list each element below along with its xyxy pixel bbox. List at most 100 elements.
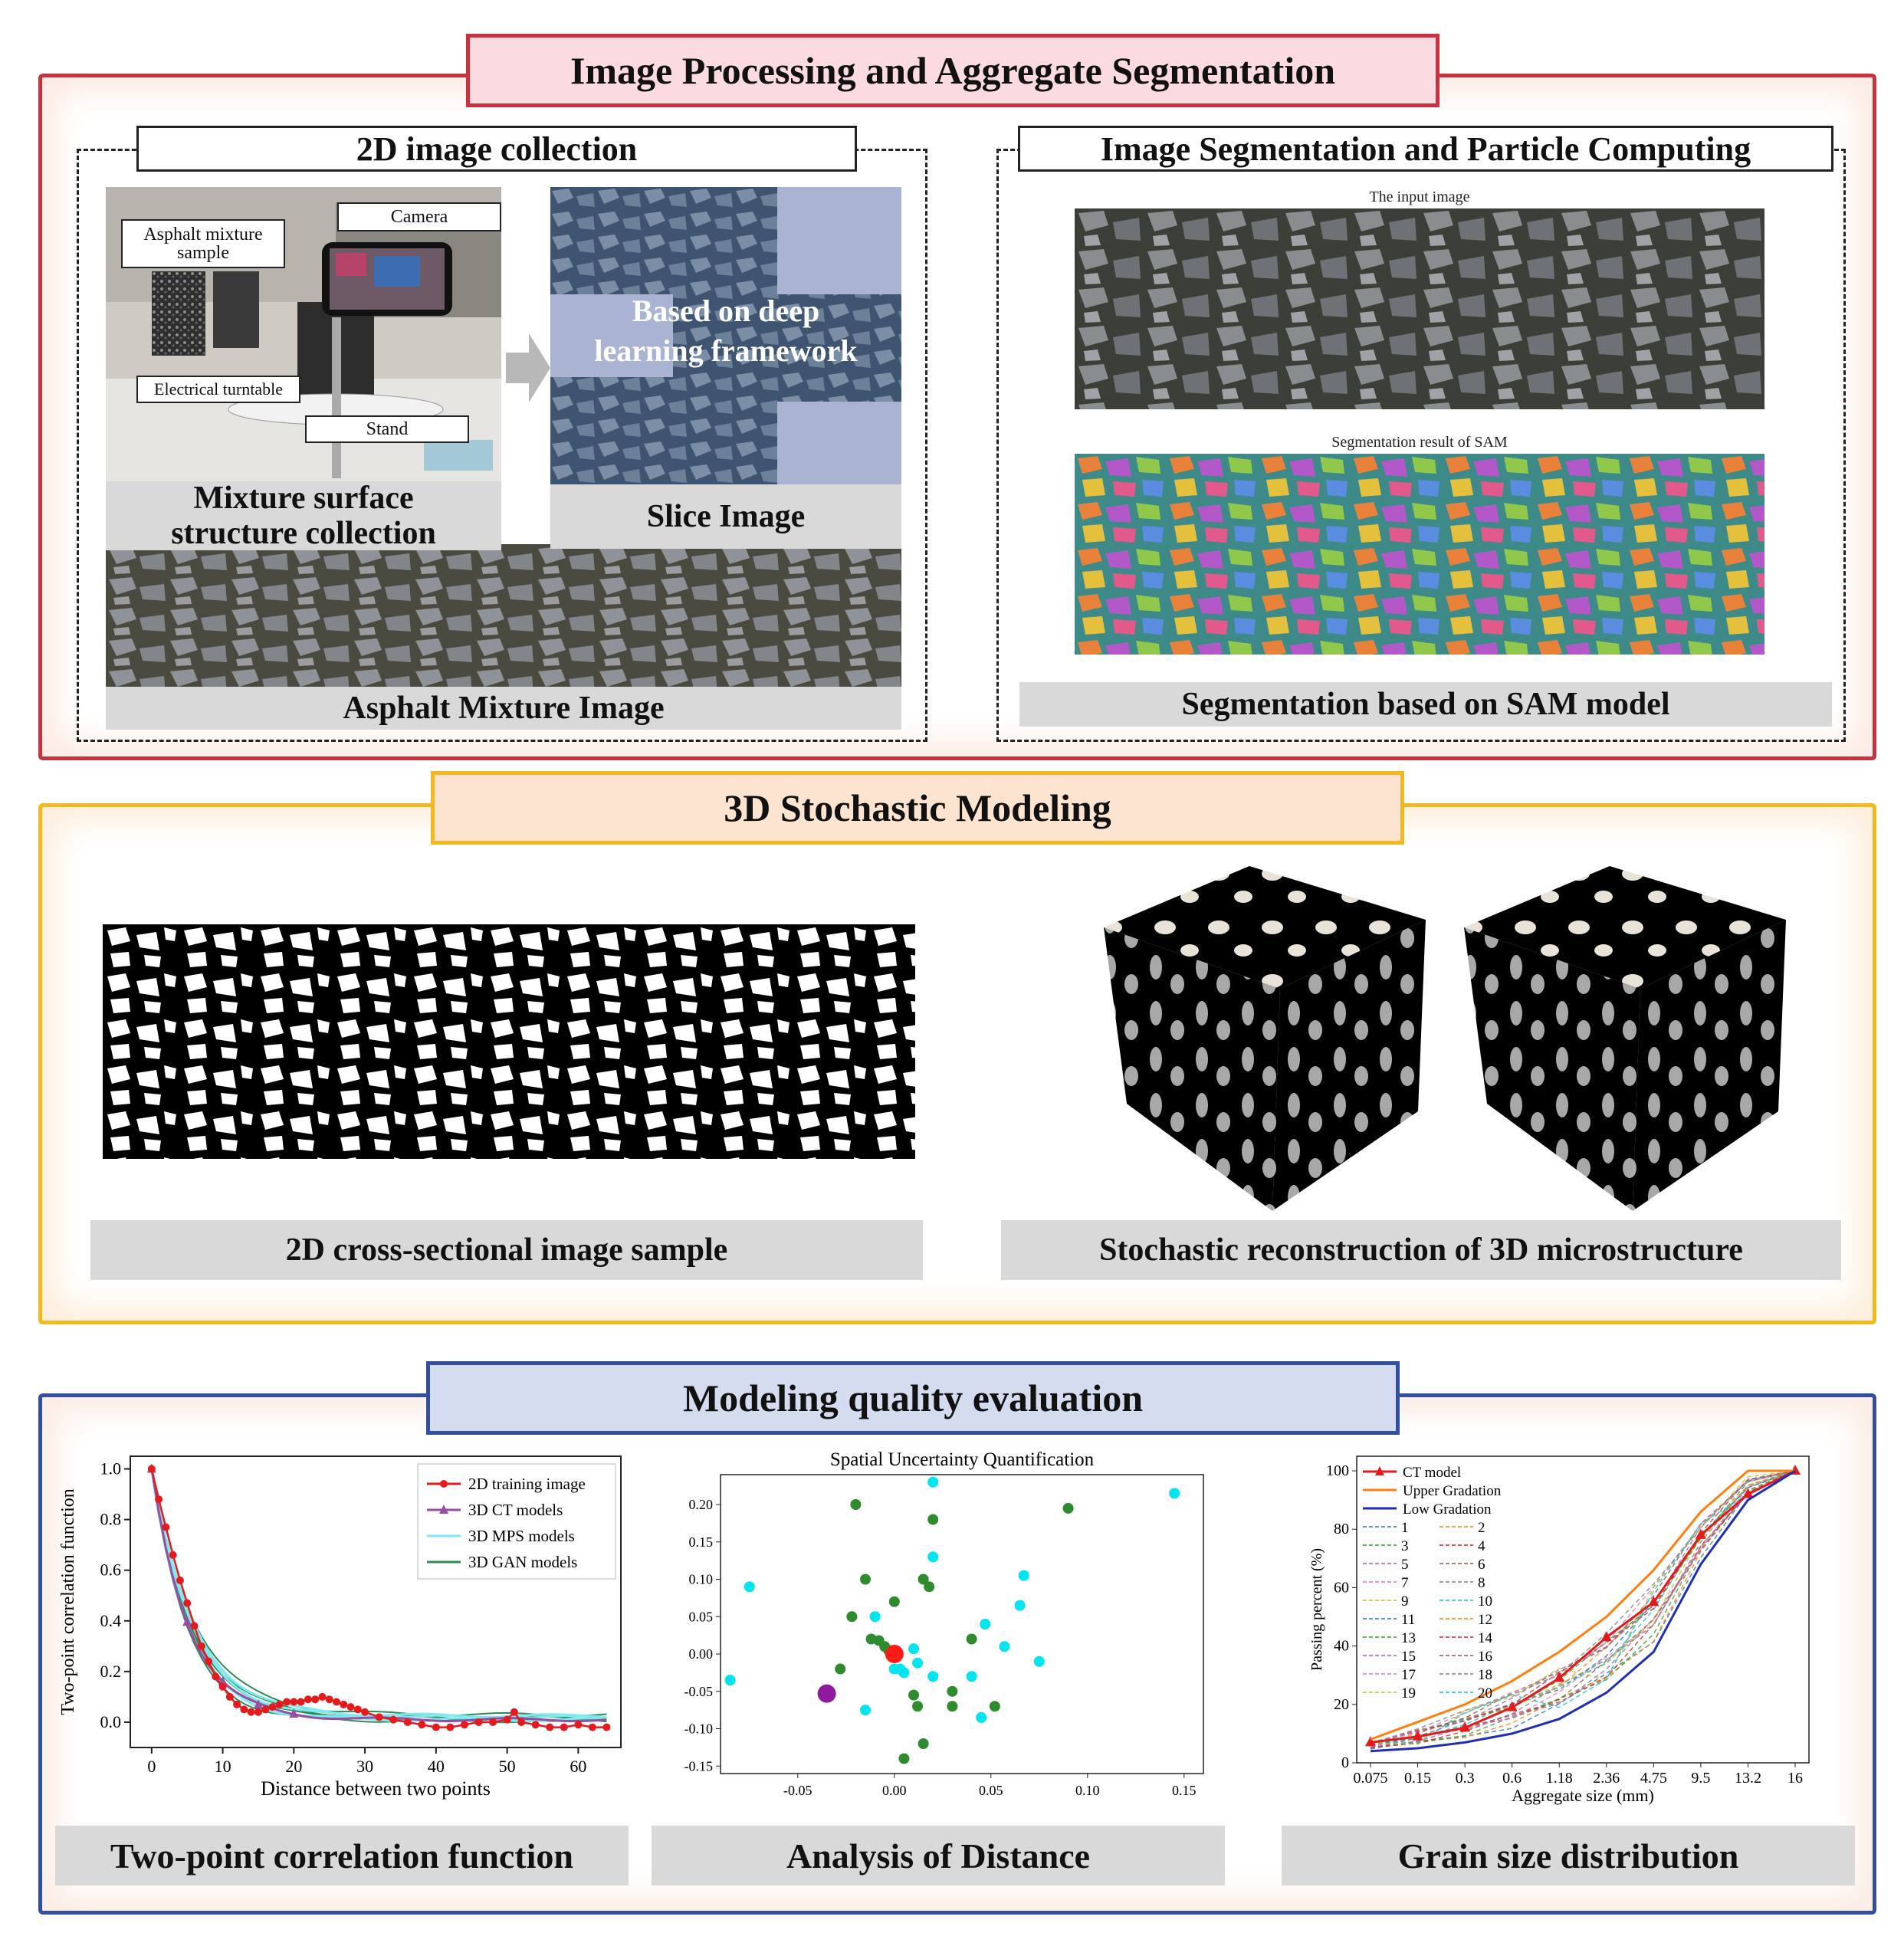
scatter-point xyxy=(927,1551,939,1563)
x-tick-label: 4.75 xyxy=(1640,1770,1667,1787)
legend-label: 2D training image xyxy=(468,1475,586,1493)
legend-label: 15 xyxy=(1401,1649,1416,1665)
y-tick-label: 100 xyxy=(1326,1462,1349,1479)
scatter-point xyxy=(947,1685,958,1697)
ct-model-marker xyxy=(1459,1721,1471,1732)
caption-mixture-surface: Mixture surface structure collection xyxy=(106,481,501,551)
legend-label: 3 xyxy=(1401,1538,1409,1554)
caption-slice-image: Slice Image xyxy=(550,484,901,549)
legend-label: 20 xyxy=(1478,1685,1492,1702)
legend-label: 14 xyxy=(1478,1630,1493,1646)
x-tick-label: 10 xyxy=(215,1757,231,1776)
x-tick-label: 0.05 xyxy=(979,1783,1003,1798)
scatter-point xyxy=(927,1514,939,1525)
training-image-point xyxy=(489,1718,497,1726)
plot-frame xyxy=(720,1474,1204,1774)
scatter-point xyxy=(918,1738,929,1749)
x-tick-label: 2.36 xyxy=(1593,1770,1620,1787)
training-image-point xyxy=(290,1698,298,1706)
training-image-point xyxy=(283,1698,291,1706)
y-tick-label: -0.15 xyxy=(684,1758,714,1774)
legend-label: 3D MPS models xyxy=(468,1527,575,1545)
scatter-point xyxy=(966,1633,977,1645)
x-tick-label: 16 xyxy=(1787,1770,1803,1787)
scatter-point xyxy=(989,1701,1000,1712)
overlay-deep-learning-text: Based on deep learning framework xyxy=(594,294,858,368)
section-stochastic-title: 3D Stochastic Modeling xyxy=(431,771,1404,845)
legend-label: CT model xyxy=(1403,1465,1461,1481)
gradation-line xyxy=(1370,1469,1795,1741)
y-tick-label: 1.0 xyxy=(100,1459,122,1478)
legend-label: 16 xyxy=(1478,1649,1492,1665)
training-image-point xyxy=(247,1708,255,1716)
training-image-point xyxy=(190,1622,199,1630)
image-collection-title: 2D image collection xyxy=(136,126,857,172)
y-tick-label: 0.0 xyxy=(100,1712,122,1731)
legend-label: 1 xyxy=(1401,1520,1409,1536)
training-image-point xyxy=(460,1721,468,1729)
training-image-point xyxy=(602,1723,611,1731)
scatter-point xyxy=(860,1705,871,1716)
training-image-point xyxy=(403,1718,412,1726)
gradation-line xyxy=(1370,1469,1796,1744)
ct-model-marker xyxy=(1600,1631,1612,1642)
scatter-point xyxy=(817,1684,836,1703)
y-tick-label: 20 xyxy=(1334,1696,1349,1713)
y-tick-label: 0.8 xyxy=(100,1510,122,1529)
sam-result-label: Segmentation result of SAM xyxy=(1331,434,1508,451)
training-image-point xyxy=(212,1672,220,1681)
y-tick-label: 0.15 xyxy=(689,1534,714,1550)
training-image-point xyxy=(517,1718,526,1726)
legend-label: 6 xyxy=(1478,1557,1485,1573)
section-segmentation-title: Image Processing and Aggregate Segmentat… xyxy=(466,34,1439,107)
ct-model-marker xyxy=(1506,1701,1518,1711)
y-tick-label: 0.00 xyxy=(689,1646,714,1662)
training-image-point xyxy=(225,1692,234,1701)
training-image-point xyxy=(588,1723,596,1731)
caption-3d-reconstruction: Stochastic reconstruction of 3D microstr… xyxy=(1001,1220,1841,1280)
y-tick-label: 60 xyxy=(1334,1579,1349,1596)
training-image-point xyxy=(325,1695,333,1704)
x-tick-label: 0.00 xyxy=(882,1783,907,1798)
scatter-point xyxy=(924,1581,935,1593)
legend-label: 18 xyxy=(1478,1667,1492,1683)
training-image-point xyxy=(275,1700,284,1708)
training-image-point xyxy=(546,1723,554,1731)
scatter-point xyxy=(908,1643,919,1655)
chart-title: Spatial Uncertainty Quantification xyxy=(830,1449,1095,1470)
legend-label: 3D CT models xyxy=(468,1501,563,1519)
ct-model-marker xyxy=(1648,1596,1659,1606)
legend-label: 10 xyxy=(1478,1593,1492,1610)
scatter-point xyxy=(888,1596,900,1607)
segmentation-group-title: Image Segmentation and Particle Computin… xyxy=(1018,126,1833,172)
legend-label: 4 xyxy=(1478,1538,1485,1554)
caption-asphalt-mixture-image: Asphalt Mixture Image xyxy=(106,687,901,730)
section-evaluation-title: Modeling quality evaluation xyxy=(426,1361,1400,1435)
asphalt-mixture-image xyxy=(106,544,901,687)
legend-label: Low Gradation xyxy=(1403,1501,1492,1518)
legend-label: 11 xyxy=(1401,1612,1415,1628)
x-tick-label: 60 xyxy=(570,1757,586,1776)
legend-label: Upper Gradation xyxy=(1403,1483,1502,1499)
ct-model-marker xyxy=(289,1708,299,1718)
training-image-point xyxy=(240,1705,248,1714)
binary-cross-section-image xyxy=(103,924,915,1159)
training-image-point xyxy=(304,1695,312,1704)
training-image-point xyxy=(297,1698,305,1706)
y-tick-label: 0.10 xyxy=(689,1572,714,1587)
legend-label: 2 xyxy=(1478,1520,1485,1536)
training-image-point xyxy=(389,1715,398,1724)
training-image-point xyxy=(503,1715,511,1724)
x-tick-label: 30 xyxy=(356,1757,373,1776)
ct-model-marker xyxy=(1554,1672,1565,1682)
scatter-point xyxy=(835,1663,846,1675)
training-image-point xyxy=(183,1599,192,1607)
input-image xyxy=(1075,208,1764,409)
scatter-point xyxy=(947,1701,958,1712)
x-tick-label: 13.2 xyxy=(1735,1770,1761,1787)
scatter-point xyxy=(980,1619,991,1629)
scatter-point xyxy=(1018,1570,1029,1581)
x-tick-label: 0 xyxy=(147,1757,156,1776)
y-tick-label: 0.6 xyxy=(100,1560,122,1580)
legend-label: 9 xyxy=(1401,1593,1409,1610)
